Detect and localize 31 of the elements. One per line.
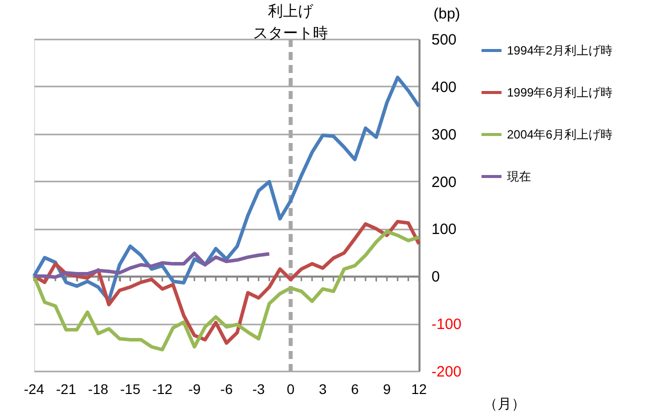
y-tick-label: 500: [432, 32, 457, 48]
y-tick-label: 300: [432, 126, 457, 144]
x-tick-label: 3: [318, 381, 327, 397]
x-axis-title: （月）: [484, 396, 526, 412]
y-tick-label: 200: [432, 174, 457, 191]
x-tick-label: -21: [56, 381, 76, 397]
y-tick-label: 400: [432, 78, 457, 96]
y-tick-label: 0: [432, 268, 440, 286]
x-tick-label: -9: [188, 381, 201, 397]
legend-label: 現在: [507, 170, 531, 184]
x-tick-label: -18: [88, 381, 108, 397]
y-axis-title: (bp): [434, 6, 460, 22]
y-tick-label: 100: [432, 221, 457, 238]
x-tick-label: -24: [24, 381, 44, 397]
x-tick-label: -12: [152, 381, 173, 397]
legend-label: 1994年2月利上げ時: [507, 44, 612, 58]
legend-label: 1999年6月利上げ時: [507, 86, 612, 100]
annotation: スタート時: [253, 25, 328, 42]
line-series: [32, 76, 421, 302]
x-tick-label: 0: [286, 381, 295, 397]
y-tick-label: -100: [432, 316, 462, 334]
line-series: [32, 252, 272, 279]
x-tick-label: 6: [350, 381, 359, 397]
y-tick-label: -200: [432, 364, 462, 380]
x-tick-label: -3: [252, 381, 266, 397]
x-tick-label: -6: [220, 381, 233, 397]
x-tick-label: 9: [383, 381, 392, 397]
x-tick-label: -15: [120, 381, 141, 397]
legend-label: 2004年6月利上げ時: [507, 128, 612, 142]
text: 利上げ: [268, 3, 314, 20]
x-tick-label: 12: [411, 381, 427, 397]
